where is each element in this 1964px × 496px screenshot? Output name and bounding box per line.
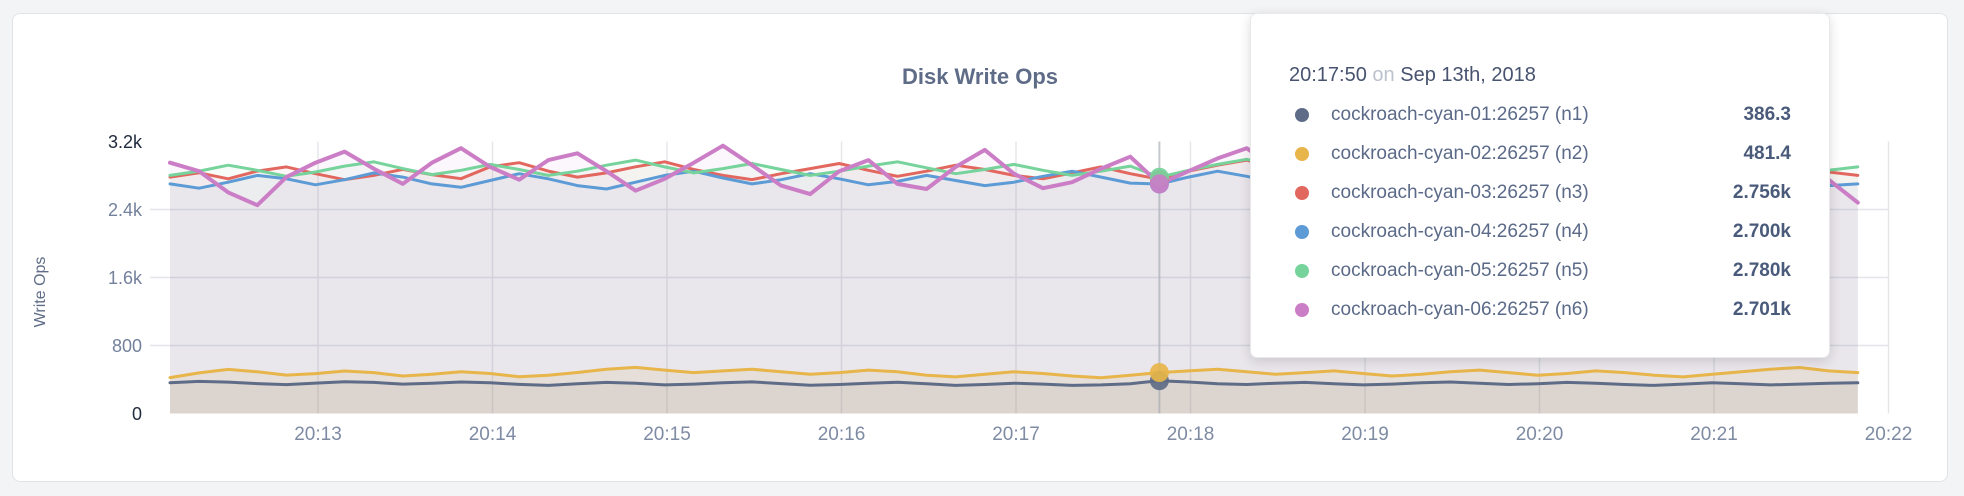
series-name: cockroach-cyan-03:26257 (n3) xyxy=(1331,181,1589,203)
y-tick-label: 2.4k xyxy=(107,199,142,220)
x-tick-label: 20:16 xyxy=(817,424,866,445)
x-tick-label: 20:15 xyxy=(643,424,691,445)
x-tick-label: 20:18 xyxy=(1166,424,1215,445)
tooltip-timestamp: 20:17:50 on Sep 13th, 2018 xyxy=(1289,64,1536,87)
series-dot-icon xyxy=(1295,185,1309,200)
y-tick-label: 800 xyxy=(111,335,142,356)
y-tick-label: 1.6k xyxy=(107,267,142,288)
chart-title: Disk Write Ops xyxy=(901,64,1059,89)
tooltip-preposition: on xyxy=(1372,64,1395,86)
tooltip-series-row: cockroach-cyan-02:26257 (n2) 481.4 xyxy=(1251,134,1829,173)
hover-point-dot xyxy=(1149,363,1169,383)
tooltip-series-row: cockroach-cyan-06:26257 (n6) 2.701k xyxy=(1251,290,1829,329)
series-dot-icon xyxy=(1295,263,1309,278)
series-value: 386.3 xyxy=(1743,103,1791,125)
series-name: cockroach-cyan-06:26257 (n6) xyxy=(1331,298,1589,320)
series-line xyxy=(168,365,1860,380)
tooltip-series-row: cockroach-cyan-01:26257 (n1) 386.3 xyxy=(1251,95,1829,134)
series-area xyxy=(170,367,1858,414)
y-tick-label: 0 xyxy=(131,403,142,424)
x-tick-label: 20:20 xyxy=(1515,424,1564,445)
tooltip-series-list: cockroach-cyan-01:26257 (n1) 386.3 cockroa… xyxy=(1251,95,1829,329)
x-tick-label: 20:14 xyxy=(468,424,517,445)
series-value: 2.700k xyxy=(1732,220,1791,242)
series-value: 481.4 xyxy=(1743,142,1791,164)
series-value: 2.756k xyxy=(1732,181,1791,203)
y-tick-label: 3.2k xyxy=(107,131,142,152)
x-tick-label: 20:13 xyxy=(294,424,342,445)
tooltip-series-row: cockroach-cyan-04:26257 (n4) 2.700k xyxy=(1251,212,1829,251)
series-name: cockroach-cyan-01:26257 (n1) xyxy=(1331,103,1589,125)
tooltip-series-row: cockroach-cyan-03:26257 (n3) 2.756k xyxy=(1251,173,1829,212)
x-tick-label: 20:22 xyxy=(1864,424,1913,445)
series-dot-icon xyxy=(1295,107,1309,122)
series-name: cockroach-cyan-05:26257 (n5) xyxy=(1331,259,1589,281)
series-area xyxy=(170,380,1858,414)
tooltip-time: 20:17:50 xyxy=(1289,64,1367,86)
series-name: cockroach-cyan-04:26257 (n4) xyxy=(1331,220,1589,242)
series-value: 2.701k xyxy=(1732,298,1791,320)
x-tick-label: 20:21 xyxy=(1690,424,1738,445)
x-tick-label: 20:17 xyxy=(992,424,1040,445)
series-line xyxy=(168,379,1860,387)
series-dot-icon xyxy=(1295,224,1309,239)
series-dot-icon xyxy=(1295,146,1309,161)
series-value: 2.780k xyxy=(1732,259,1791,281)
series-name: cockroach-cyan-02:26257 (n2) xyxy=(1331,142,1589,164)
tooltip-series-row: cockroach-cyan-05:26257 (n5) 2.780k xyxy=(1251,251,1829,290)
x-tick-label: 20:19 xyxy=(1341,424,1389,445)
tooltip-date: Sep 13th, 2018 xyxy=(1400,64,1536,86)
hover-tooltip: 20:17:50 on Sep 13th, 2018 cockroach-cya… xyxy=(1250,13,1830,358)
hover-point-dot xyxy=(1149,174,1169,194)
series-dot-icon xyxy=(1295,302,1309,317)
